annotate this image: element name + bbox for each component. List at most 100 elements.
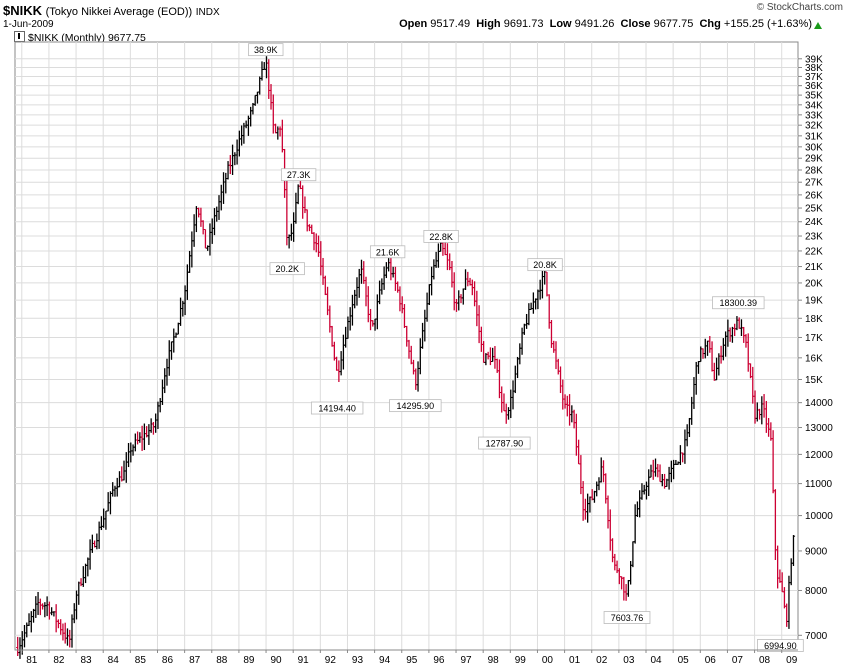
annotation-box bbox=[310, 401, 364, 415]
chg-label: Chg bbox=[699, 18, 721, 30]
y-tick-label: 7000 bbox=[805, 631, 828, 642]
y-tick-label: 27K bbox=[805, 178, 823, 189]
open-value: 9517.49 bbox=[430, 18, 471, 30]
high-value: 9691.73 bbox=[503, 18, 544, 30]
annotation-label: 20.8K bbox=[533, 260, 557, 270]
x-tick-label: 95 bbox=[406, 655, 418, 666]
y-tick-label: 19K bbox=[805, 296, 823, 307]
x-tick-label: 02 bbox=[596, 655, 608, 666]
y-tick-label: 10000 bbox=[805, 511, 833, 522]
annotation-label: 6994.90 bbox=[764, 641, 797, 651]
annotation-label: 12787.90 bbox=[486, 439, 524, 449]
annotation-label: 38.9K bbox=[254, 45, 278, 55]
x-tick-label: 90 bbox=[270, 655, 282, 666]
y-tick-label: 22K bbox=[805, 246, 823, 257]
x-tick-label: 01 bbox=[569, 655, 581, 666]
y-tick-label: 39K bbox=[805, 54, 823, 65]
chart-header: $NIKK (Tokyo Nikkei Average (EOD)) INDX … bbox=[0, 0, 850, 44]
x-tick-label: 82 bbox=[53, 655, 65, 666]
y-tick-label: 34K bbox=[805, 100, 823, 111]
y-tick-label: 9000 bbox=[805, 546, 828, 557]
open-label: Open bbox=[399, 18, 428, 30]
x-tick-label: 06 bbox=[705, 655, 717, 666]
x-tick-label: 08 bbox=[759, 655, 771, 666]
legend-label: $NIKK (Monthly) 9677.75 bbox=[28, 32, 146, 44]
annotation-label: 21.6K bbox=[376, 247, 400, 257]
close-label: Close bbox=[620, 18, 651, 30]
x-tick-label: 93 bbox=[352, 655, 364, 666]
low-label: Low bbox=[549, 18, 572, 30]
y-tick-label: 21K bbox=[805, 262, 823, 273]
x-tick-label: 00 bbox=[542, 655, 554, 666]
y-tick-label: 18K bbox=[805, 314, 823, 325]
quote-date: 1-Jun-2009 bbox=[3, 19, 54, 30]
y-tick-label: 35K bbox=[805, 91, 823, 102]
y-tick-label: 30K bbox=[805, 142, 823, 153]
annotation-box bbox=[389, 399, 442, 413]
y-tick-label: 38K bbox=[805, 63, 823, 74]
y-tick-label: 24K bbox=[805, 217, 823, 228]
x-tick-label: 86 bbox=[162, 655, 174, 666]
y-tick-label: 8000 bbox=[805, 586, 828, 597]
y-tick-label: 14000 bbox=[805, 398, 833, 409]
x-tick-label: 81 bbox=[26, 655, 38, 666]
index-name: (Tokyo Nikkei Average (EOD)) bbox=[45, 6, 193, 18]
y-tick-label: 29K bbox=[805, 154, 823, 165]
x-tick-label: 07 bbox=[732, 655, 744, 666]
x-tick-label: 83 bbox=[81, 655, 93, 666]
annotation-box bbox=[248, 43, 284, 57]
annotation-label: 14194.40 bbox=[318, 404, 356, 414]
x-tick-label: 97 bbox=[460, 655, 472, 666]
brand-watermark: © StockCharts.com bbox=[756, 2, 843, 13]
close-value: 9677.75 bbox=[653, 18, 694, 30]
y-tick-label: 13000 bbox=[805, 423, 833, 434]
annotation-box bbox=[527, 258, 563, 272]
y-tick-label: 20K bbox=[805, 278, 823, 289]
y-tick-label: 23K bbox=[805, 232, 823, 243]
y-tick-label: 26K bbox=[805, 190, 823, 201]
y-tick-label: 11000 bbox=[805, 479, 833, 490]
annotation-label: 7603.76 bbox=[611, 613, 644, 623]
ohlc-readout: Open 9517.49 High 9691.73 Low 9491.26 Cl… bbox=[399, 18, 812, 30]
annotations: 38.9K 27.3K 20.2K 21.6K 22.8K 20.8K 14194.40 14… bbox=[248, 43, 804, 652]
y-tick-label: 33K bbox=[805, 110, 823, 121]
annotation-label: 14295.90 bbox=[397, 401, 435, 411]
x-tick-label: 84 bbox=[108, 655, 120, 666]
x-tick-label: 89 bbox=[243, 655, 255, 666]
annotation-box bbox=[478, 436, 531, 450]
low-value: 9491.26 bbox=[574, 18, 615, 30]
y-tick-label: 25K bbox=[805, 204, 823, 215]
x-tick-label: 98 bbox=[488, 655, 500, 666]
x-tick-label: 87 bbox=[189, 655, 201, 666]
axes: 700080009000100001100012000130001400015K… bbox=[15, 54, 833, 666]
x-tick-label: 85 bbox=[135, 655, 147, 666]
y-tick-label: 12000 bbox=[805, 450, 833, 461]
x-tick-label: 96 bbox=[433, 655, 445, 666]
up-arrow-icon bbox=[814, 22, 822, 29]
annotation-label: 27.3K bbox=[287, 170, 311, 180]
chart-legend: $NIKK (Monthly) 9677.75 bbox=[14, 31, 146, 44]
y-tick-label: 37K bbox=[805, 72, 823, 83]
annotation-label: 18300.39 bbox=[720, 298, 758, 308]
x-tick-label: 04 bbox=[650, 655, 662, 666]
annotation-box bbox=[269, 262, 305, 276]
y-tick-label: 15K bbox=[805, 375, 823, 386]
exchange-label: INDX bbox=[195, 7, 220, 18]
y-tick-label: 16K bbox=[805, 353, 823, 364]
x-tick-label: 92 bbox=[325, 655, 337, 666]
annotation-box bbox=[280, 168, 317, 182]
symbol-title: $NIKK (Tokyo Nikkei Average (EOD)) INDX bbox=[3, 3, 220, 18]
symbol: $NIKK bbox=[3, 3, 43, 18]
x-tick-label: 05 bbox=[678, 655, 690, 666]
y-tick-label: 17K bbox=[805, 333, 823, 344]
annotation-label: 22.8K bbox=[429, 232, 453, 242]
high-label: High bbox=[476, 18, 501, 30]
y-tick-label: 31K bbox=[805, 131, 823, 142]
price-bars bbox=[16, 56, 796, 659]
x-tick-label: 03 bbox=[623, 655, 635, 666]
chg-value: +155.25 (+1.63%) bbox=[723, 18, 812, 30]
x-tick-label: 09 bbox=[786, 655, 798, 666]
annotation-box bbox=[712, 296, 765, 310]
y-tick-label: 32K bbox=[805, 121, 823, 132]
x-tick-label: 91 bbox=[298, 655, 310, 666]
